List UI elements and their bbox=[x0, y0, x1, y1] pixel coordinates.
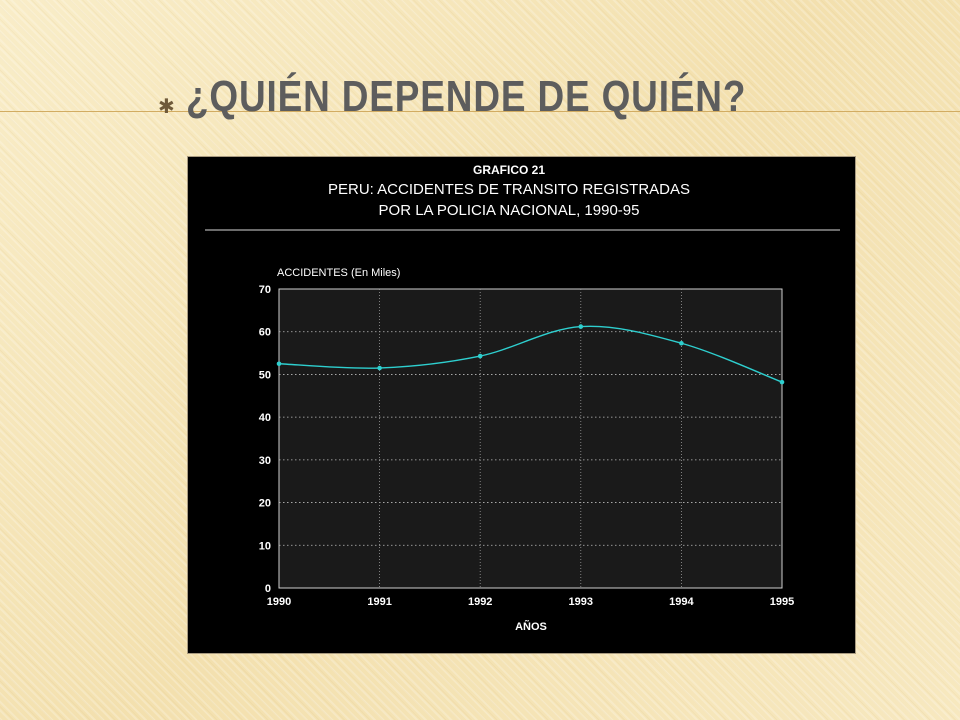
chart-heading: GRAFICO 21 PERU: ACCIDENTES DE TRANSITO … bbox=[328, 163, 690, 219]
slide-title: ¿QUIÉN DEPENDE DE QUIÉN? bbox=[186, 72, 747, 121]
x-axis-label: AÑOS bbox=[515, 620, 547, 633]
x-tick-label: 1993 bbox=[569, 596, 593, 608]
chart-panel: GRAFICO 21 PERU: ACCIDENTES DE TRANSITO … bbox=[187, 156, 856, 654]
data-point bbox=[679, 340, 684, 346]
title-rule bbox=[0, 111, 960, 112]
chart-title-line-2: PERU: ACCIDENTES DE TRANSITO REGISTRADAS bbox=[328, 181, 690, 198]
y-tick-label: 30 bbox=[259, 455, 271, 467]
series-line bbox=[278, 325, 783, 383]
data-point bbox=[377, 365, 382, 371]
x-tick-label: 1994 bbox=[669, 596, 694, 608]
y-tick-label: 50 bbox=[259, 369, 271, 381]
data-point bbox=[578, 324, 584, 329]
data-point bbox=[477, 353, 483, 359]
x-tick-label: 1991 bbox=[367, 596, 391, 608]
y-tick-label: 10 bbox=[259, 540, 271, 552]
plot-area: 0 10 20 30 40 50 60 70 1990 1991 1992 1993 1994 1995 bbox=[259, 284, 794, 608]
y-tick-label: 20 bbox=[259, 498, 271, 510]
plot-frame bbox=[278, 288, 783, 589]
data-point bbox=[779, 379, 785, 385]
line-chart: GRAFICO 21 PERU: ACCIDENTES DE TRANSITO … bbox=[205, 163, 840, 633]
chart-title-line-1: GRAFICO 21 bbox=[473, 163, 545, 177]
x-tick-label: 1992 bbox=[468, 596, 492, 608]
star-bullet-icon: ✱ bbox=[158, 94, 175, 118]
data-point bbox=[276, 361, 282, 367]
y-tick-label: 70 bbox=[259, 284, 271, 296]
x-tick-label: 1990 bbox=[267, 596, 291, 608]
y-axis-label: ACCIDENTES (En Miles) bbox=[277, 267, 400, 279]
x-tick-label: 1995 bbox=[770, 596, 794, 608]
chart-title-line-3: POR LA POLICIA NACIONAL, 1990-95 bbox=[379, 202, 640, 219]
y-tick-label: 0 bbox=[265, 583, 271, 595]
y-tick-label: 60 bbox=[259, 327, 271, 339]
y-tick-label: 40 bbox=[259, 412, 271, 424]
